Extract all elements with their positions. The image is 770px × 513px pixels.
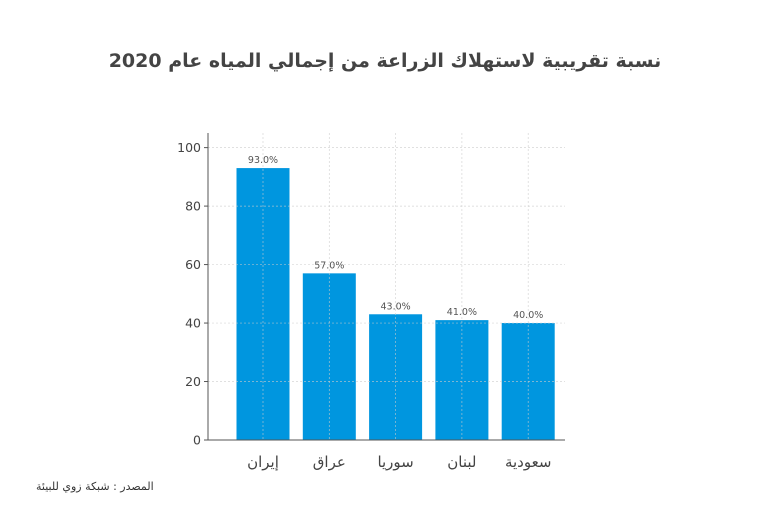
source-note: المصدر : شبكة زوي للبيئة [36, 480, 154, 493]
x-tick-label: عراق [313, 453, 346, 471]
chart-title: نسبة تقريبية لاستهلاك الزراعة من إجمالي … [108, 50, 662, 72]
y-tick-label: 80 [185, 199, 201, 214]
x-tick-label: سعودية [505, 453, 551, 471]
y-tick-label: 0 [193, 433, 201, 448]
x-tick-label: لبنان [447, 453, 476, 471]
y-tick-label: 40 [185, 316, 201, 331]
y-tick-label: 100 [177, 140, 201, 155]
data-label: 43.0% [381, 301, 411, 312]
y-tick-label: 20 [185, 374, 201, 389]
data-label: 93.0% [248, 155, 278, 166]
y-tick-label: 60 [185, 257, 201, 272]
data-label: 57.0% [314, 260, 344, 271]
x-tick-label: إيران [247, 453, 279, 471]
bar [236, 168, 290, 441]
data-label: 41.0% [447, 307, 477, 318]
x-tick-label: سوريا [377, 453, 413, 471]
bar [435, 320, 489, 440]
data-label: 40.0% [513, 310, 543, 321]
